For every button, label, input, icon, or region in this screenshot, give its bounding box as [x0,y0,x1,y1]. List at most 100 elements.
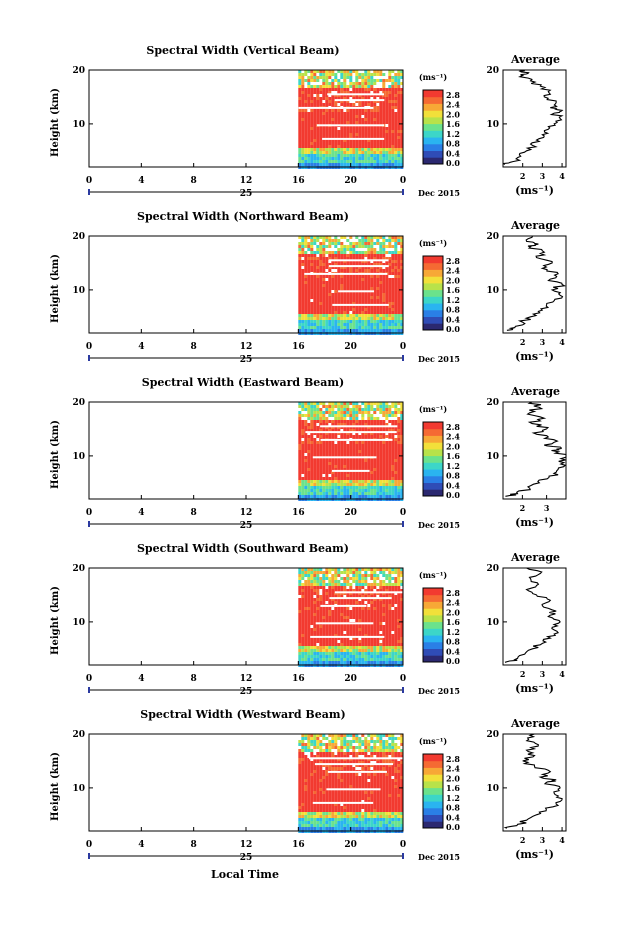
heatmap-cell [337,571,341,574]
heatmap-cell [343,423,347,426]
heatmap-cell [352,601,356,604]
heatmap-cell [316,462,320,465]
heatmap-cell [355,589,359,592]
heatmap-cell [346,266,350,269]
heatmap-cell [304,634,308,637]
heatmap-cell [376,100,380,103]
heatmap-cell [376,613,380,616]
heatmap-cell [355,610,359,613]
heatmap-cell [364,127,368,130]
heatmap-cell [316,308,320,311]
heatmap-cell [385,755,389,758]
heatmap-cell [346,121,350,124]
heatmap-cell [319,308,323,311]
heatmap-cell [322,444,326,447]
heatmap-cell [388,655,392,658]
heatmap-cell [310,157,314,160]
heatmap-cell [370,634,374,637]
heatmap-cell [361,740,365,743]
heatmap-cell [388,91,392,94]
colorbar-frame [422,255,444,331]
heatmap-cell [397,308,401,311]
heatmap-cell [310,740,314,743]
heatmap-cell [379,486,383,489]
heatmap-cell [370,643,374,646]
heatmap-cell [343,133,347,136]
heatmap-cell [391,405,395,408]
heatmap-cell [334,405,338,408]
heatmap-cell [310,118,314,121]
heatmap-cell [385,163,389,166]
heatmap-cell [340,483,344,486]
heatmap-cell [331,631,335,634]
heatmap-cell [316,432,320,435]
heatmap-cell [298,420,302,423]
heatmap-cell [358,326,362,329]
heatmap-cell [376,136,380,139]
heatmap-cell [316,580,320,583]
heatmap-cell [337,139,341,142]
heatmap-cell [337,471,341,474]
heatmap-cell [388,474,392,477]
heatmap-cell [346,459,350,462]
heatmap-cell [313,91,317,94]
heatmap-cell [394,616,398,619]
heatmap-cell [358,269,362,272]
heatmap-cell [316,299,320,302]
heatmap-cell [391,471,395,474]
heatmap-cell [322,447,326,450]
heatmap-cell [400,734,404,737]
heatmap-cell [304,311,308,314]
heatmap-cell [307,589,311,592]
heatmap-cell [400,480,404,483]
colorbar-tick-label: 0.0 [446,324,460,334]
heatmap-cell [298,266,302,269]
heatmap-cell [361,477,365,480]
heatmap-cell [391,477,395,480]
heatmap-cell [352,595,356,598]
heatmap-cell [376,604,380,607]
heatmap-cell [370,287,374,290]
heatmap-cell [394,248,398,251]
heatmap-cell [373,266,377,269]
heatmap-cell [322,263,326,266]
y-tick-label: 10 [72,452,85,462]
colorbar-swatch [423,588,443,596]
heatmap-cell [331,73,335,76]
heatmap-cell [376,465,380,468]
heatmap-cell [361,607,365,610]
heatmap-cell [310,604,314,607]
heatmap-cell [391,755,395,758]
heatmap-cell [304,251,308,254]
heatmap-cell [376,326,380,329]
heatmap-cell [337,254,341,257]
heatmap-cell [307,236,311,239]
heatmap-cell [364,302,368,305]
heatmap-cell [340,613,344,616]
heatmap-cell [307,329,311,332]
heatmap-cell [400,580,404,583]
heatmap-cell [355,329,359,332]
heatmap-cell [325,296,329,299]
heatmap-cell [337,480,341,483]
heatmap-cell [370,764,374,767]
heatmap-cell [331,82,335,85]
heatmap-cell [346,154,350,157]
heatmap-cell [334,601,338,604]
heatmap-cell [376,242,380,245]
heatmap-cell [307,308,311,311]
heatmap-cell [340,628,344,631]
heatmap-cell [400,91,404,94]
heatmap-cell [391,583,395,586]
heatmap-cell [367,767,371,770]
heatmap-cell [382,447,386,450]
heatmap-cell [331,761,335,764]
heatmap-cell [310,592,314,595]
heatmap-cell [325,435,329,438]
heatmap-cell [325,145,329,148]
heatmap-cell [313,293,317,296]
heatmap-cell [304,290,308,293]
heatmap-cell [316,266,320,269]
heatmap-cell [400,414,404,417]
heatmap-cell [334,293,338,296]
